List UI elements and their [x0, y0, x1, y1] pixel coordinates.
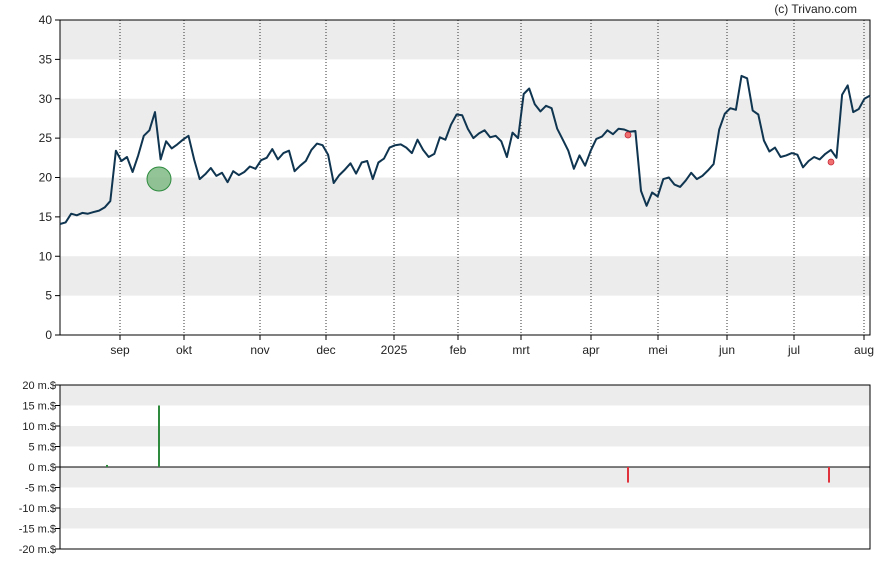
y-tick-label: 10 m.$: [22, 421, 56, 433]
price-line: [59, 74, 871, 225]
y-tick-label: -20 m.$: [19, 544, 56, 556]
x-tick-label: dec: [316, 343, 335, 357]
x-tick-label: mrt: [512, 343, 530, 357]
insider-sell-marker: [827, 158, 835, 166]
y-tick-label: -10 m.$: [19, 503, 56, 515]
watermark: (c) Trivano.com: [774, 2, 857, 16]
x-tick-label: 2025: [381, 343, 408, 357]
x-tick-label: jun: [718, 343, 735, 357]
y-tick-label: 5: [45, 289, 52, 303]
y-tick-label: 15: [39, 210, 53, 224]
x-tick-label: mei: [648, 343, 667, 357]
x-tick-label: sep: [110, 343, 130, 357]
y-tick-label: 35: [39, 52, 53, 66]
x-tick-label: okt: [176, 343, 193, 357]
y-tick-label: 25: [39, 131, 53, 145]
price-chart-panel: sep okt nov dec 2025 feb mrt apr mei jun jul aug403…: [39, 13, 874, 357]
background-band: [60, 385, 870, 406]
y-tick-label: 40: [39, 13, 53, 27]
background-band: [60, 20, 870, 60]
y-tick-label: 20: [39, 171, 53, 185]
y-tick-label: 30: [39, 92, 53, 106]
insider-buy-marker: [146, 166, 172, 192]
insider-sell-marker: [624, 131, 632, 139]
x-tick-label: aug: [854, 343, 874, 357]
insider-sell-bar: [627, 467, 629, 483]
y-tick-label: 5 m.$: [28, 442, 56, 454]
background-band: [60, 177, 870, 217]
insider-volume-panel: 20 m.$ 15 m.$ 10 m.$ 5 m.$ 0 m.$ -5 m.$ -10 m.…: [19, 380, 871, 556]
background-band: [60, 467, 870, 488]
x-tick-label: feb: [450, 343, 467, 357]
background-band: [60, 508, 870, 529]
insider-sell-bar: [828, 467, 830, 483]
y-tick-label: 0 m.$: [28, 462, 56, 474]
y-tick-label: 20 m.$: [22, 380, 56, 392]
y-tick-label: 0: [45, 328, 52, 342]
x-tick-label: apr: [582, 343, 599, 357]
insider-buy-bar: [158, 405, 160, 467]
insider-buy-bar: [106, 464, 108, 467]
x-tick-label: jul: [787, 343, 800, 357]
background-band: [60, 256, 870, 296]
background-band: [60, 98, 870, 139]
y-tick-label: 15 m.$: [22, 401, 56, 413]
y-tick-label: 10: [39, 249, 53, 263]
x-tick-label: nov: [250, 343, 269, 357]
background-band: [60, 426, 870, 447]
y-tick-label: -5 m.$: [25, 483, 56, 495]
y-tick-label: -15 m.$: [19, 524, 56, 536]
